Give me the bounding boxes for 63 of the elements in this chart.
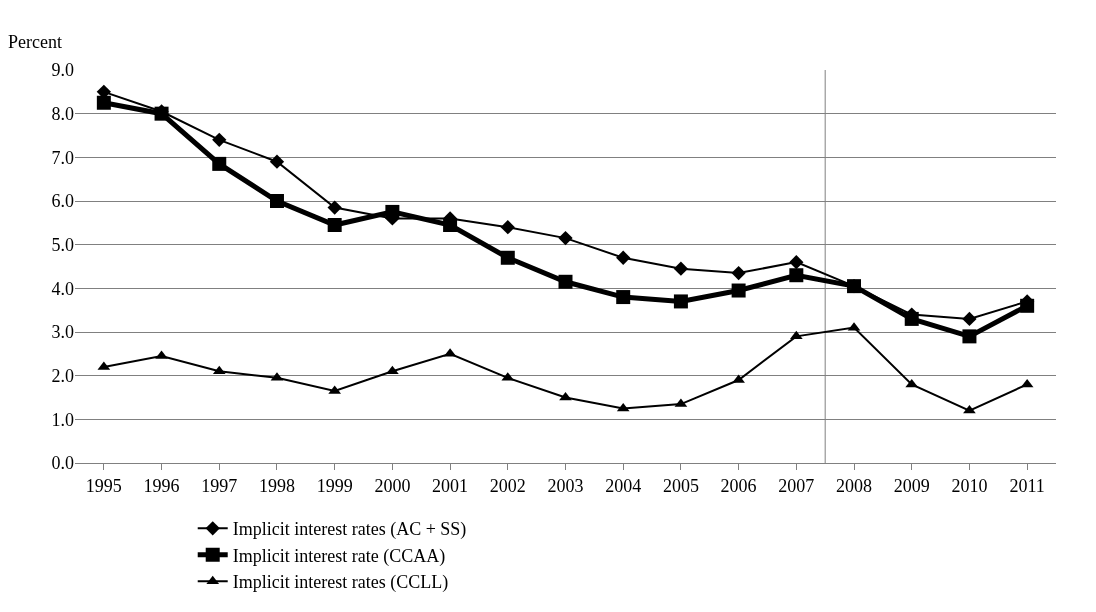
- point: [673, 294, 688, 309]
- point: [616, 402, 630, 412]
- y-tick-label: 2.0: [51, 365, 74, 386]
- point: [905, 378, 919, 388]
- point: [212, 132, 227, 148]
- y-tick-label: 8.0: [51, 103, 74, 124]
- x-tick-label: 2007: [778, 475, 815, 496]
- point: [327, 200, 342, 215]
- point: [327, 218, 342, 233]
- x-tick-label: 1999: [316, 475, 353, 496]
- y-tick-label: 3.0: [51, 322, 74, 343]
- y-axis-title: Percent: [8, 32, 62, 52]
- x-tick-label: 2004: [605, 475, 642, 496]
- point: [96, 95, 111, 110]
- x-tick-label: 2011: [1009, 475, 1045, 496]
- point: [789, 254, 804, 270]
- point: [1020, 298, 1035, 313]
- x-tick-label: 2002: [489, 475, 526, 496]
- x-tick-label: 2001: [432, 475, 469, 496]
- x-tick-label: 1998: [258, 475, 295, 496]
- legend-label: Implicit interest rate (CCAA): [232, 545, 446, 567]
- y-tick-label: 0.0: [51, 453, 74, 474]
- point: [558, 274, 573, 289]
- x-tick-label: 1997: [201, 475, 238, 496]
- point: [212, 156, 227, 171]
- x-tick-label: 2009: [893, 475, 930, 496]
- point: [847, 279, 862, 294]
- point: [269, 194, 284, 208]
- point: [904, 311, 919, 326]
- y-tick-label: 7.0: [51, 147, 74, 168]
- x-tick-label: 2005: [662, 475, 699, 496]
- point: [385, 204, 400, 219]
- point: [789, 268, 804, 283]
- x-tick-label: 2000: [374, 475, 411, 496]
- point: [269, 154, 285, 169]
- point: [962, 329, 977, 344]
- y-tick-label: 1.0: [51, 409, 74, 430]
- y-tick-label: 5.0: [51, 234, 74, 255]
- point: [386, 365, 399, 375]
- legend-label: Implicit interest rates (CCLL): [232, 572, 449, 594]
- legend-label: Implicit interest rates (AC + SS): [232, 519, 467, 541]
- y-tick-label: 4.0: [51, 278, 74, 299]
- y-tick-label: 9.0: [51, 60, 74, 81]
- x-tick-label: 1996: [143, 475, 180, 496]
- x-tick-label: 2008: [836, 475, 873, 496]
- point: [962, 311, 977, 327]
- point: [443, 218, 458, 233]
- point: [616, 250, 631, 265]
- point: [212, 365, 226, 375]
- y-tick-label: 6.0: [51, 191, 74, 212]
- point: [616, 290, 631, 305]
- point: [558, 230, 573, 246]
- point: [731, 265, 746, 281]
- point: [673, 261, 689, 276]
- point: [1020, 378, 1034, 388]
- point: [731, 283, 746, 298]
- point: [789, 330, 803, 340]
- point: [500, 220, 515, 235]
- x-tick-label: 1995: [85, 475, 122, 496]
- x-tick-label: 2006: [720, 475, 757, 496]
- x-tick-label: 2010: [951, 475, 988, 496]
- point: [500, 250, 515, 265]
- x-tick-label: 2003: [547, 475, 584, 496]
